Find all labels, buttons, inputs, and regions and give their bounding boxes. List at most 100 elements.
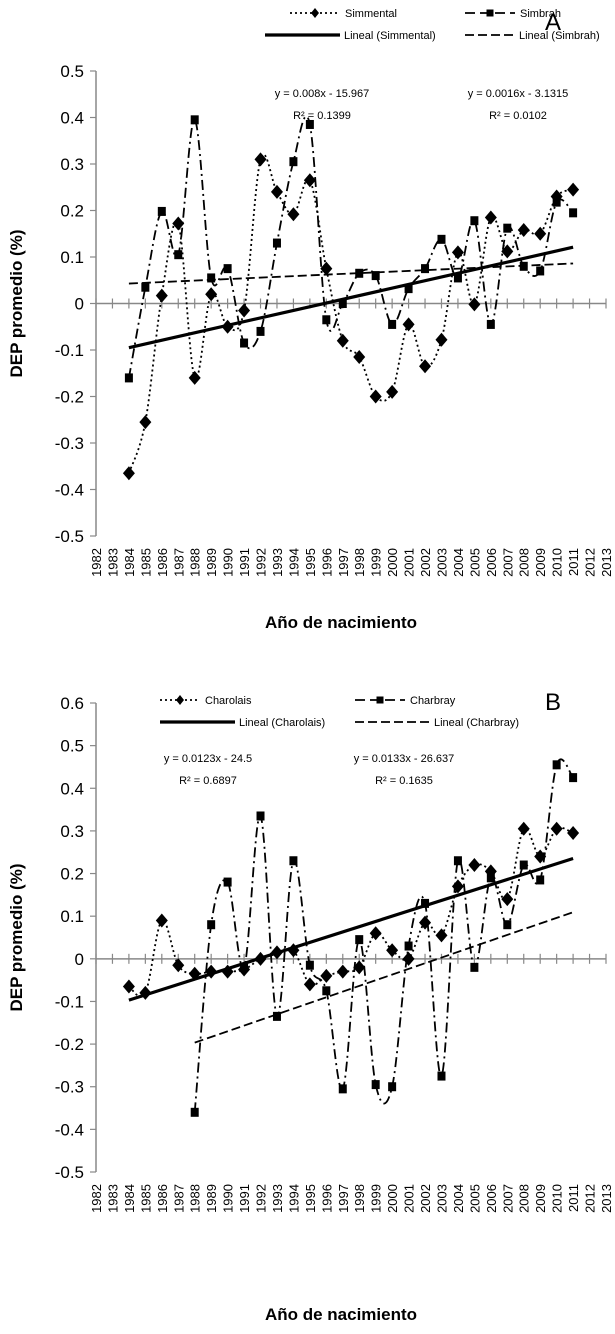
- legend-marker-simmental: [311, 8, 319, 18]
- y-tick-label: 0: [75, 950, 84, 969]
- legend-label: Lineal (Charolais): [239, 717, 325, 729]
- x-tick-label: 1992: [254, 1184, 269, 1213]
- data-point-simbrah: [503, 223, 512, 233]
- x-tick-label: 1987: [171, 548, 186, 577]
- y-tick-label: -0.3: [55, 1078, 84, 1097]
- data-point-charolais: [221, 964, 234, 979]
- legend-label: Charolais: [205, 695, 252, 707]
- trend-equation: y = 0.0123x - 24.5: [164, 753, 252, 765]
- y-tick-label: 0.2: [60, 865, 84, 884]
- data-point-charbray: [338, 1084, 347, 1094]
- data-point-simbrah: [355, 268, 364, 278]
- data-point-charolais: [172, 958, 185, 973]
- data-point-charolais: [336, 964, 349, 979]
- y-axis-title: DEP promedio (%): [7, 230, 26, 378]
- data-point-charbray: [486, 873, 495, 883]
- data-point-simmental: [369, 389, 382, 404]
- y-tick-label: -0.1: [55, 992, 84, 1011]
- data-point-charolais: [402, 951, 415, 966]
- data-point-charolais: [122, 979, 135, 994]
- data-point-charolais: [287, 943, 300, 958]
- x-tick-label: 1985: [138, 548, 153, 577]
- x-tick-label: 1989: [204, 1184, 219, 1213]
- data-point-charolais: [419, 915, 432, 930]
- data-point-simmental: [468, 297, 481, 312]
- x-tick-label: 2009: [533, 548, 548, 577]
- legend-label: Simmental: [345, 8, 397, 20]
- x-tick-label: 2008: [517, 1184, 532, 1213]
- trend-equation: y = 0.0133x - 26.637: [354, 753, 455, 765]
- x-tick-label: 1982: [89, 1184, 104, 1213]
- x-tick-label: 2005: [467, 1184, 482, 1213]
- data-point-charolais: [567, 826, 580, 841]
- data-point-simmental: [353, 349, 366, 364]
- data-point-simbrah: [305, 119, 314, 129]
- x-tick-label: 1998: [352, 1184, 367, 1213]
- data-point-charbray: [272, 1011, 281, 1021]
- x-tick-label: 2012: [583, 548, 598, 577]
- data-point-charbray: [437, 1071, 446, 1081]
- data-point-simmental: [567, 182, 580, 197]
- data-point-charolais: [320, 968, 333, 983]
- x-tick-label: 1995: [303, 548, 318, 577]
- x-tick-label: 2002: [418, 548, 433, 577]
- data-point-charbray: [470, 962, 479, 972]
- trend-r-squared: R² = 0.1399: [293, 110, 351, 122]
- x-tick-label: 2013: [599, 1184, 614, 1213]
- x-tick-label: 1991: [237, 548, 252, 577]
- data-point-simbrah: [174, 250, 183, 260]
- data-point-charolais: [155, 913, 168, 928]
- y-tick-label: 0.5: [60, 737, 84, 756]
- data-point-charbray: [552, 760, 561, 770]
- y-tick-label: 0.4: [60, 109, 84, 128]
- data-point-charolais: [435, 928, 448, 943]
- legend-label: Simbrah: [520, 8, 561, 20]
- trend-equation: y = 0.0016x - 3.1315: [468, 88, 569, 100]
- y-tick-label: -0.1: [55, 341, 84, 360]
- data-point-simmental: [517, 223, 530, 238]
- data-point-charolais: [501, 892, 514, 907]
- data-point-simbrah: [124, 373, 133, 383]
- data-point-charbray: [190, 1107, 199, 1117]
- y-tick-label: -0.2: [55, 388, 84, 407]
- y-tick-label: 0.2: [60, 202, 84, 221]
- data-point-simbrah: [437, 234, 446, 244]
- y-tick-label: -0.2: [55, 1035, 84, 1054]
- x-tick-label: 1992: [254, 548, 269, 577]
- data-point-simbrah: [322, 315, 331, 325]
- trendline-2: [194, 911, 574, 1044]
- data-point-charolais: [205, 964, 218, 979]
- trend-r-squared: R² = 0.0102: [489, 110, 547, 122]
- data-point-charolais: [517, 821, 530, 836]
- y-tick-label: 0.1: [60, 907, 84, 926]
- x-tick-label: 1983: [105, 548, 120, 577]
- y-tick-label: 0.3: [60, 155, 84, 174]
- y-tick-label: -0.4: [55, 481, 84, 500]
- data-point-simbrah: [141, 282, 150, 292]
- x-axis-title: Año de nacimiento: [265, 613, 417, 632]
- data-point-charbray: [207, 920, 216, 930]
- x-tick-label: 2013: [599, 548, 614, 577]
- x-tick-label: 1983: [105, 1184, 120, 1213]
- x-tick-label: 2004: [451, 1184, 466, 1213]
- legend-label: Lineal (Simmental): [344, 30, 436, 42]
- x-tick-label: 1999: [369, 548, 384, 577]
- data-point-charbray: [453, 856, 462, 866]
- data-point-simmental: [205, 287, 218, 302]
- data-point-simmental: [172, 216, 185, 231]
- panel-label: A: [545, 9, 561, 36]
- y-tick-label: 0.1: [60, 248, 84, 267]
- y-tick-label: 0.5: [60, 62, 84, 81]
- data-point-charbray: [388, 1082, 397, 1092]
- data-point-simmental: [435, 332, 448, 347]
- x-tick-label: 2002: [418, 1184, 433, 1213]
- y-axis-title: DEP promedio (%): [7, 864, 26, 1012]
- x-tick-label: 1988: [188, 548, 203, 577]
- x-tick-label: 2000: [385, 1184, 400, 1213]
- data-point-simbrah: [486, 319, 495, 329]
- data-point-charolais: [303, 977, 316, 992]
- data-point-simbrah: [289, 157, 298, 167]
- chart-panel-b: B 0.6 0.5 0.4 0.3 0.2 0.1 0 -0.1 -0.2 -0.3 -0.4 -0.5…: [7, 689, 614, 1324]
- x-tick-label: 1991: [237, 1184, 252, 1213]
- data-point-simmental: [139, 415, 152, 430]
